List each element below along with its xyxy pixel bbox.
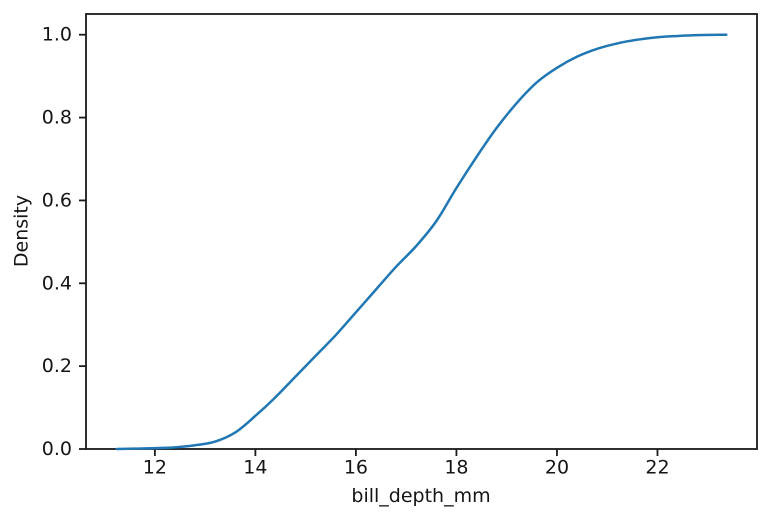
x-tick-label: 22 — [645, 457, 669, 479]
x-tick-label: 18 — [444, 457, 468, 479]
x-tick-label: 20 — [545, 457, 569, 479]
y-tick-label: 0.4 — [42, 272, 72, 294]
y-tick-label: 0.8 — [42, 107, 72, 129]
x-axis-label: bill_depth_mm — [351, 485, 491, 507]
plot-border — [85, 13, 758, 450]
y-tick-label: 0.6 — [42, 189, 72, 211]
y-tick-label: 0.2 — [42, 355, 72, 377]
y-tick-label: 0.0 — [42, 438, 72, 460]
x-tick-label: 16 — [344, 457, 368, 479]
y-tick-label: 1.0 — [42, 24, 72, 46]
density-curve — [115, 33, 728, 451]
y-axis-label: Density — [10, 194, 33, 268]
x-tick-label: 12 — [143, 457, 167, 479]
x-tick-label: 14 — [243, 457, 267, 479]
